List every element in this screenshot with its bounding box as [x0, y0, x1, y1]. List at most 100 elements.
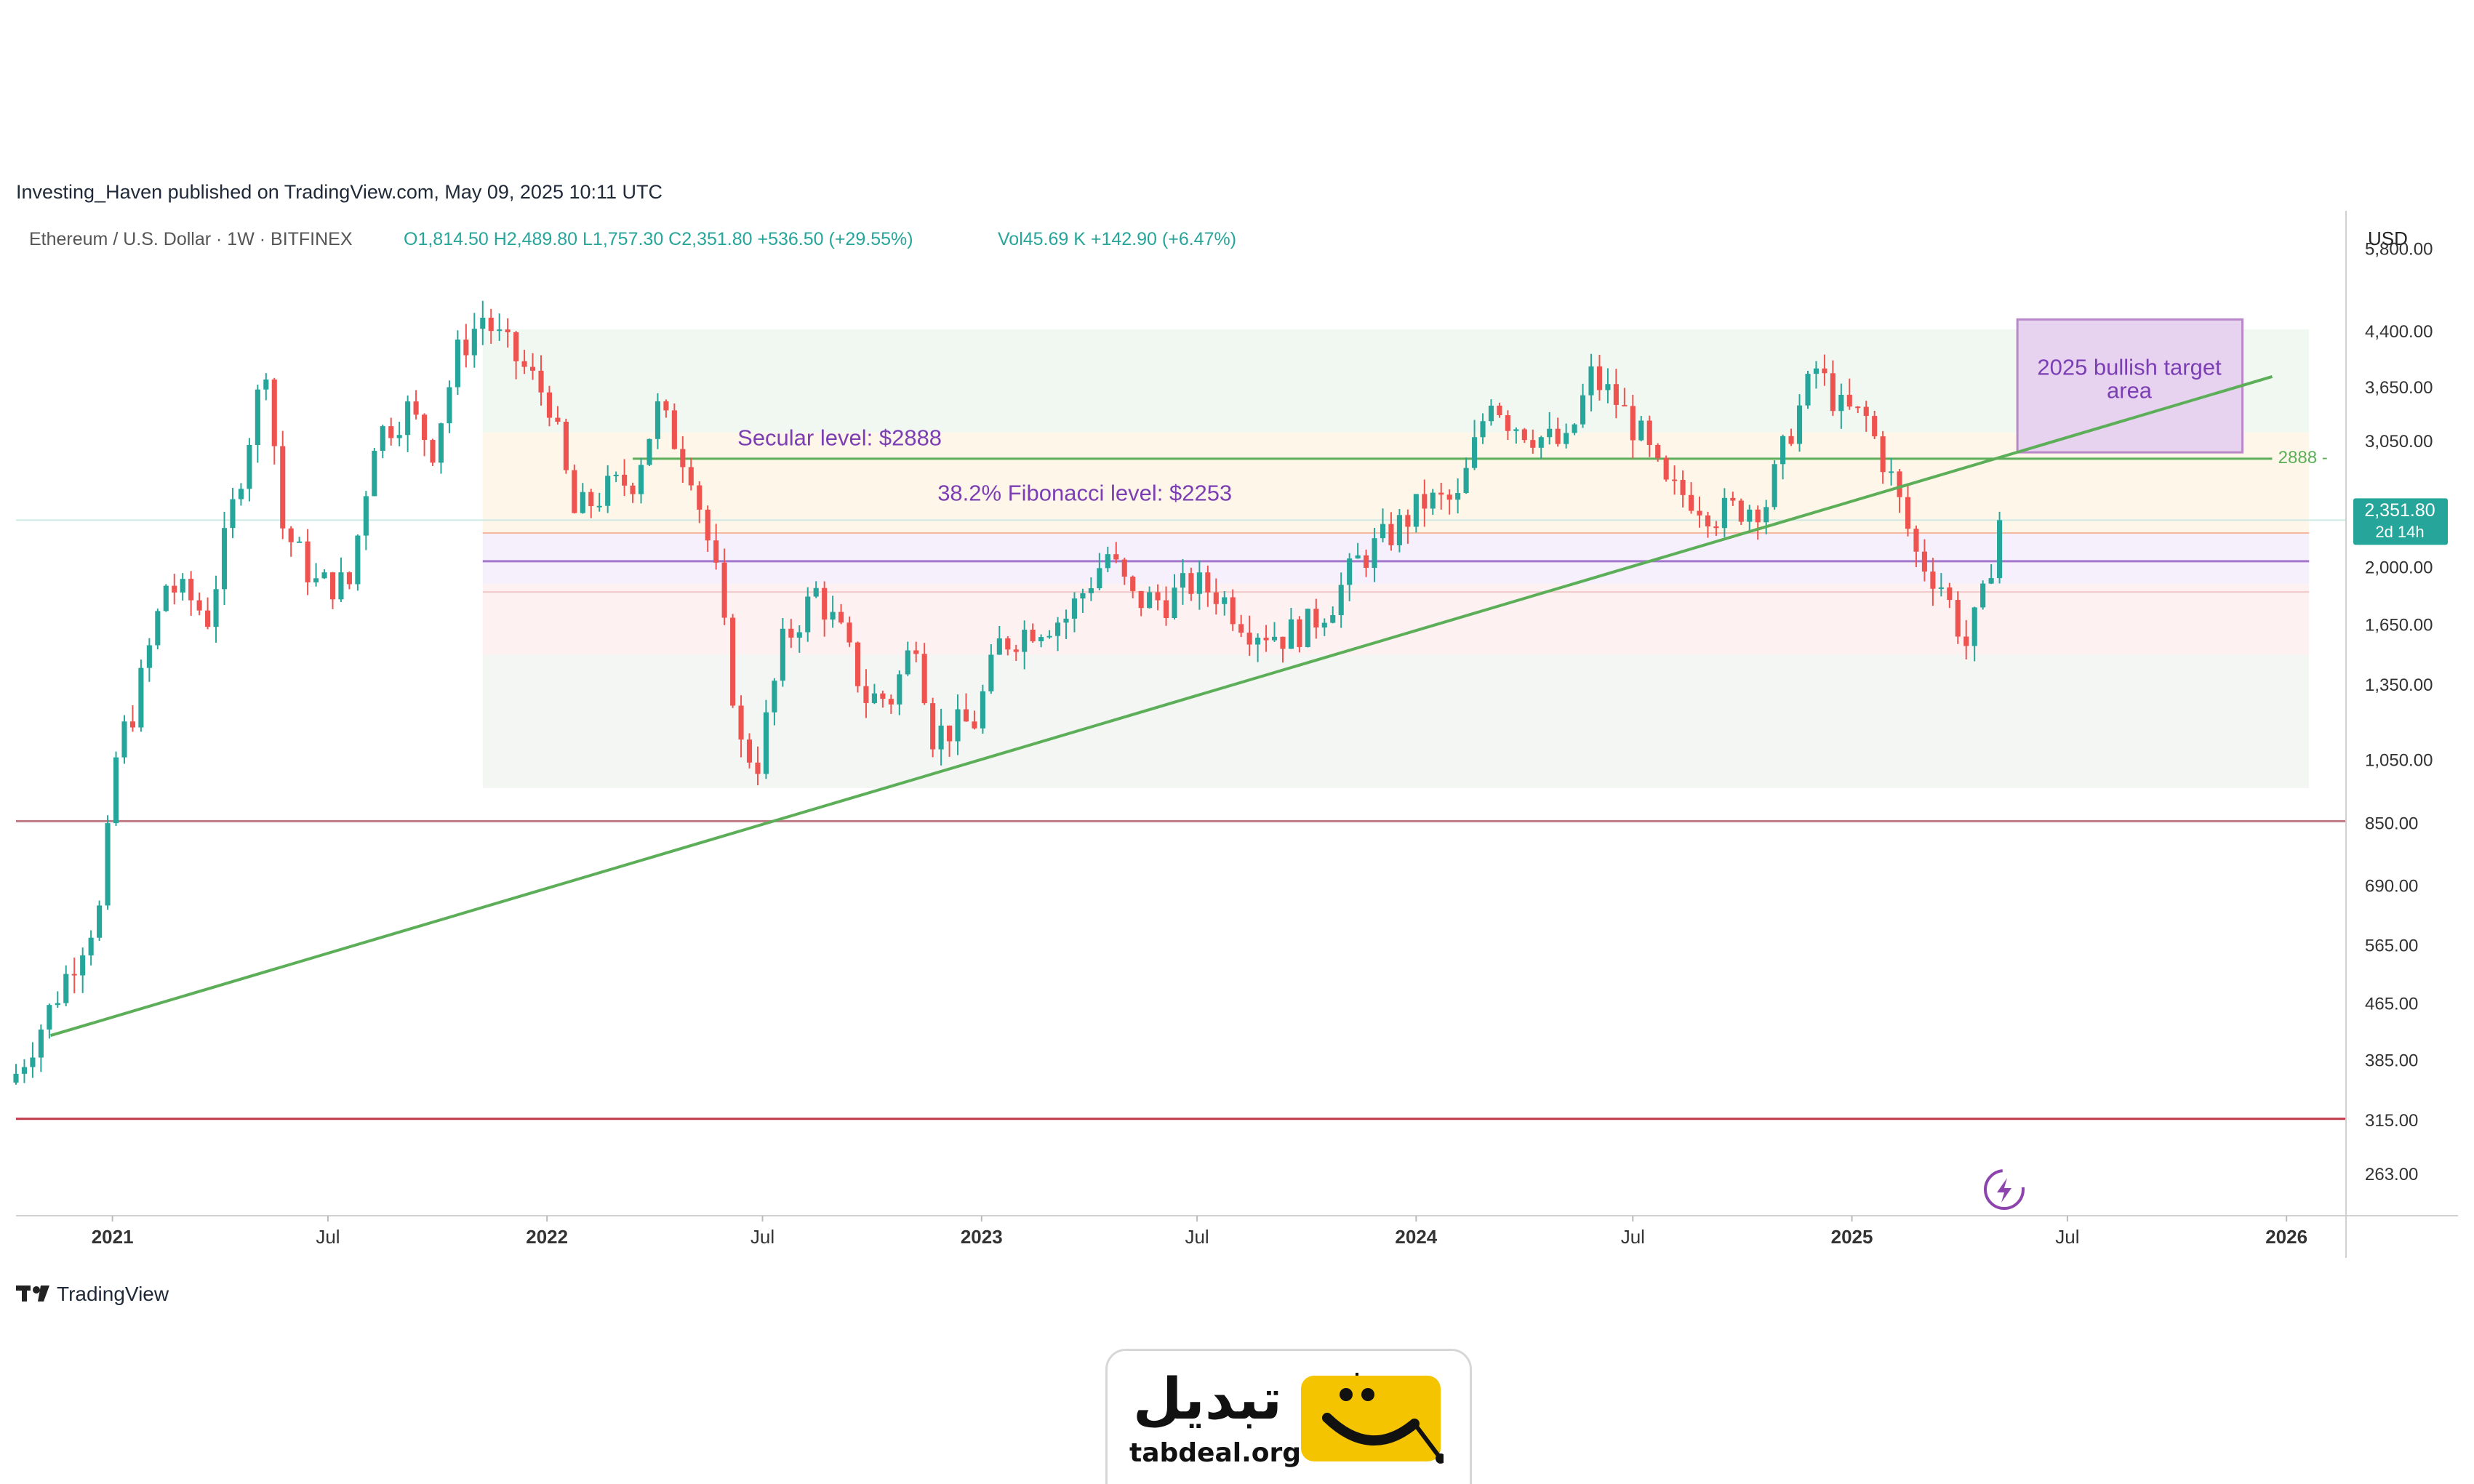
candle [47, 1003, 52, 1039]
candle-body [97, 905, 103, 938]
candle [1521, 428, 1527, 444]
candle-body [721, 562, 727, 618]
candle-body [780, 628, 785, 681]
candle-body [321, 572, 327, 579]
candle [1772, 460, 1777, 510]
candle-body [1396, 515, 1402, 545]
candle-body [822, 587, 828, 620]
candle [1413, 494, 1419, 533]
candle-body [1638, 420, 1644, 441]
candle [1980, 580, 1986, 610]
candle-body [1013, 649, 1019, 652]
candle [505, 318, 511, 348]
candle [230, 487, 236, 539]
time-tick-label: 2025 [1831, 1226, 1873, 1248]
candle [313, 563, 319, 587]
candle [1505, 410, 1510, 440]
candle-body [1738, 500, 1744, 522]
candle [654, 393, 661, 449]
candle-body [788, 628, 794, 638]
candle [1855, 406, 1861, 414]
candle [172, 574, 177, 605]
candle [1196, 560, 1202, 610]
candle-body [480, 317, 486, 329]
candle [738, 695, 744, 758]
candle [688, 457, 694, 491]
candle-body [1388, 524, 1394, 545]
candle [1622, 388, 1628, 406]
candle-body [1530, 440, 1536, 448]
price-axis[interactable]: 5,800.00 4,400.00 3,650.00 3,050.00 2,000.00… [2365, 239, 2433, 1184]
candle [88, 930, 94, 966]
candle [1188, 567, 1194, 601]
candle [1113, 542, 1119, 563]
candle-body [846, 622, 852, 643]
candle [1655, 443, 1661, 462]
candle-body [1196, 572, 1202, 594]
candle [1480, 413, 1486, 444]
trendline-layer [49, 375, 2273, 1038]
candle-body [1271, 636, 1278, 641]
candle [1172, 574, 1177, 620]
ohlc-values: O1,814.50 H2,489.80 L1,757.30 C2,351.80 … [404, 229, 913, 249]
candle-body [713, 540, 719, 563]
candle [1538, 436, 1544, 459]
candle [713, 524, 719, 570]
candle [1613, 369, 1619, 419]
candle-body [1472, 437, 1478, 468]
candle-body [1889, 471, 1894, 473]
time-axis[interactable]: 2021 Jul 2022 Jul 2023 Jul 2024 Jul 2025 Jul 2026 [92, 1216, 2307, 1248]
currency-label: USD [2368, 228, 2408, 249]
fib-zone-1 [482, 433, 2310, 534]
candle-body [255, 389, 260, 446]
candle-body [863, 686, 869, 703]
candle-body [1747, 509, 1753, 522]
candle [80, 947, 86, 993]
candle-body [1913, 529, 1919, 552]
lightning-icon[interactable] [1984, 1169, 2025, 1210]
candle [1071, 592, 1078, 633]
candle-body [1413, 494, 1419, 527]
candle-body [1980, 583, 1986, 608]
candle-body [796, 632, 802, 638]
candle-body [1988, 578, 1994, 584]
last-price-countdown: 2d 14h [2375, 523, 2424, 541]
candle-body [1646, 420, 1652, 445]
candle-body [1488, 405, 1494, 422]
candle [1255, 633, 1261, 662]
candle-body [1355, 555, 1361, 559]
candle-body [1905, 497, 1911, 529]
candle [680, 436, 686, 484]
candle [497, 313, 503, 341]
candle-body [396, 435, 402, 438]
candle-body [1838, 394, 1844, 412]
candle-body [1688, 494, 1694, 511]
candle [1930, 558, 1936, 606]
candle [1121, 557, 1127, 585]
time-tick-label: 2026 [2265, 1226, 2307, 1248]
candle-body [613, 474, 619, 476]
candle [1755, 505, 1761, 540]
candle [1997, 511, 2003, 584]
candle [730, 614, 736, 708]
time-tick-label: 2024 [1395, 1226, 1437, 1248]
candle-body [1513, 429, 1519, 431]
candle-body [1263, 638, 1269, 641]
candle [1472, 420, 1478, 470]
candle [596, 492, 602, 512]
fib-zone-2 [482, 533, 2310, 585]
candle-body [555, 417, 561, 422]
candle-body [1313, 609, 1319, 627]
volume-values: Vol45.69 K +142.90 (+6.47%) [998, 229, 1236, 249]
candle [1705, 511, 1711, 538]
candle-body [1630, 406, 1636, 441]
target-box-layer [2016, 318, 2244, 454]
candle-body [1446, 494, 1452, 500]
candle-body [905, 650, 910, 675]
candle-body [163, 585, 169, 611]
price-tick-label: 263.00 [2365, 1165, 2418, 1184]
candle [146, 638, 152, 682]
candle [671, 403, 677, 450]
candle [1963, 619, 1969, 659]
